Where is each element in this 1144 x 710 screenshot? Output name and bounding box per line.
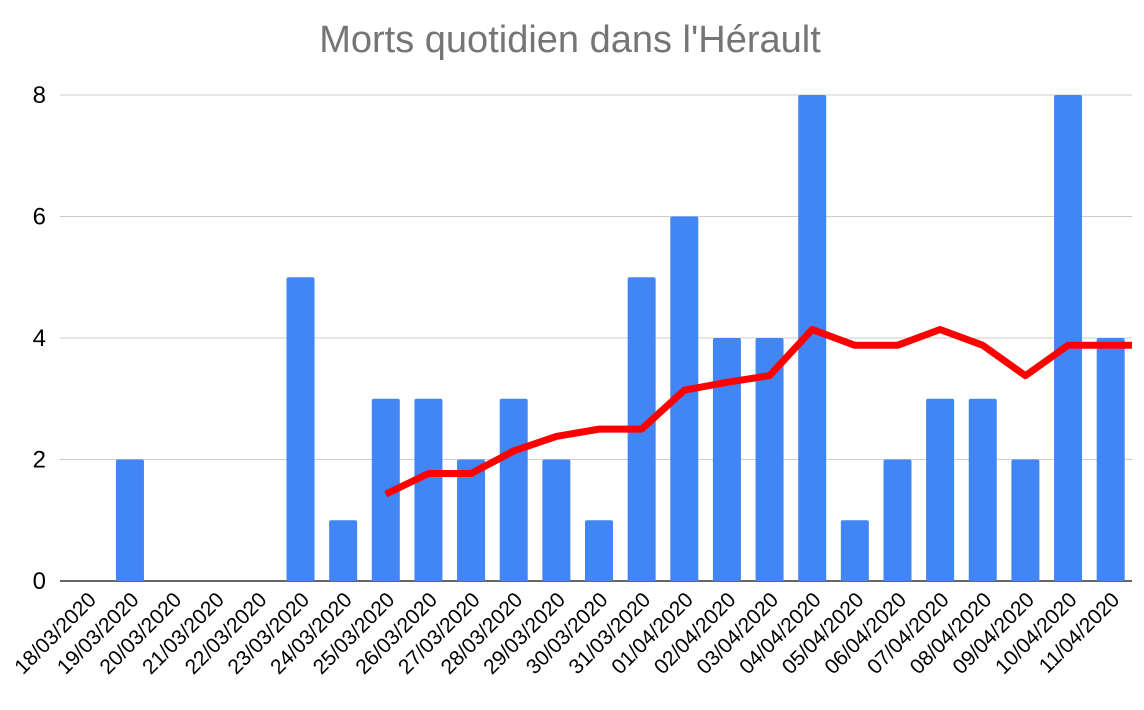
bar xyxy=(926,398,955,581)
bar xyxy=(499,398,528,581)
moving-average-series xyxy=(384,325,1132,498)
bar xyxy=(1096,338,1125,581)
bar xyxy=(712,338,741,581)
bar xyxy=(414,398,443,581)
moving-average-line xyxy=(384,325,1132,498)
bar xyxy=(1011,459,1040,581)
bar xyxy=(883,459,912,581)
bar xyxy=(115,459,144,581)
bar xyxy=(670,216,699,581)
y-tick-label: 2 xyxy=(33,447,46,474)
y-tick-label: 8 xyxy=(33,82,46,109)
bar xyxy=(371,398,400,581)
bar xyxy=(755,338,784,581)
y-tick-label: 4 xyxy=(33,325,46,352)
bar xyxy=(798,95,827,581)
x-axis: 18/03/202019/03/202020/03/202021/03/2020… xyxy=(10,588,1124,679)
y-tick-label: 0 xyxy=(33,568,46,595)
y-axis: 0 2 4 6 8 xyxy=(33,82,46,595)
bar xyxy=(542,459,571,581)
chart-title: Morts quotidien dans l'Hérault xyxy=(319,19,821,61)
bar xyxy=(329,520,358,581)
bar xyxy=(968,398,997,581)
bar xyxy=(286,277,315,581)
y-tick-label: 6 xyxy=(33,204,46,231)
bar-series xyxy=(115,95,1125,581)
bar xyxy=(1054,95,1083,581)
bar xyxy=(585,520,613,581)
bar xyxy=(457,459,486,581)
bar xyxy=(840,520,869,581)
